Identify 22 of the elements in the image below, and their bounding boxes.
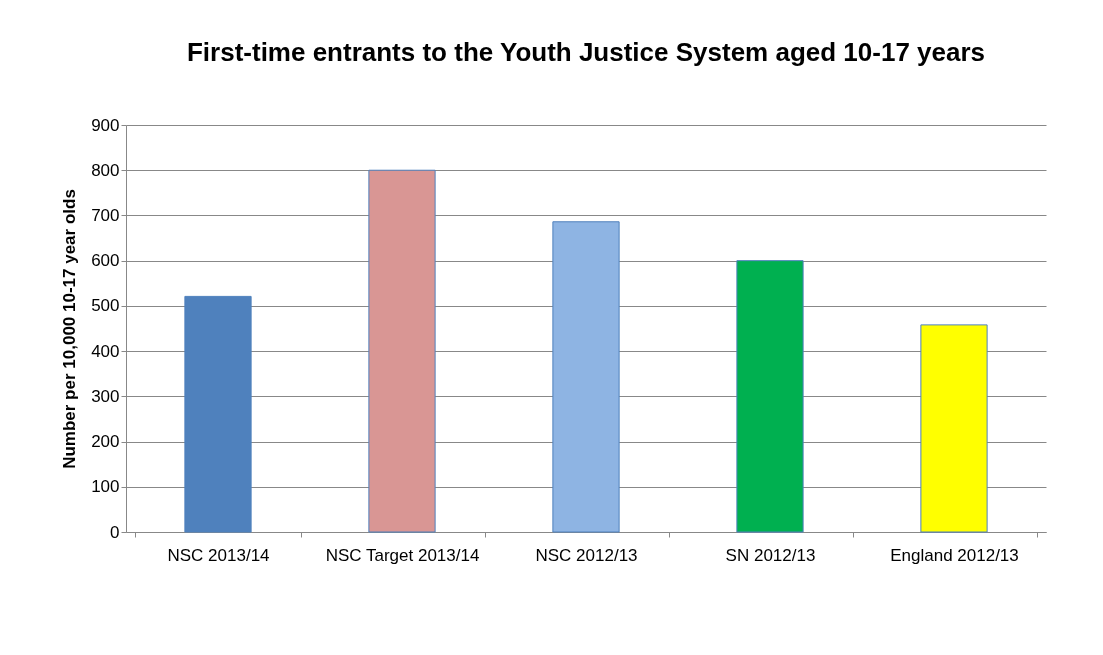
y-tick-label: 700 (91, 205, 120, 225)
chart-title: First-time entrants to the Youth Justice System aged 10-17 years (186, 37, 986, 67)
bar (184, 295, 252, 533)
y-tick-label: 900 (91, 115, 120, 135)
x-tick-label: NSC 2012/13 (535, 545, 638, 565)
y-axis-title: Number per 10,000 10-17 year olds (60, 189, 80, 469)
y-tick-label: 100 (91, 477, 120, 497)
x-tick-label: NSC Target 2013/14 (325, 545, 480, 565)
bar (368, 169, 436, 533)
x-tick-label: NSC 2013/14 (167, 545, 270, 565)
y-tick-label: 400 (91, 341, 120, 361)
y-tick-label: 0 (110, 522, 120, 542)
bar (920, 324, 988, 533)
y-tick-label: 600 (91, 251, 120, 271)
x-tick-label: England 2012/13 (890, 545, 1019, 565)
y-tick-label: 800 (91, 160, 120, 180)
y-tick-label: 200 (91, 432, 120, 452)
bar (736, 260, 804, 533)
x-tick-label: SN 2012/13 (725, 545, 816, 565)
y-tick-label: 300 (91, 386, 120, 406)
y-tick-label: 500 (91, 296, 120, 316)
bar (552, 221, 620, 533)
